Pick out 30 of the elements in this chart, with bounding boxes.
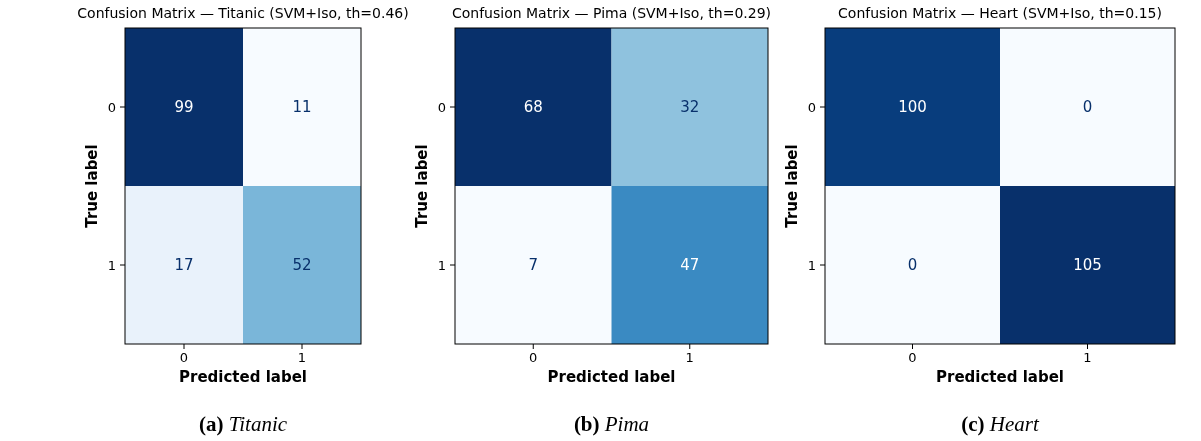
text: (c) Heart: [961, 412, 1040, 436]
chart-title: Confusion Matrix — Pima (SVM+Iso, th=0.29): [451, 5, 772, 21]
data-label: 99: [174, 98, 194, 117]
data-label: 32: [680, 98, 700, 117]
x-axis-title: Predicted label: [547, 368, 676, 386]
text: (b) Pima: [573, 412, 650, 436]
x-tick-label: 1: [685, 350, 694, 365]
y-axis-title: True label: [783, 144, 801, 228]
x-tick-label: 0: [908, 350, 917, 365]
data-label: 0: [907, 256, 918, 275]
x-axis-title: Predicted label: [179, 368, 307, 386]
data-label: 11: [292, 98, 312, 117]
x-tick-label: 1: [1083, 350, 1092, 365]
data-label: 17: [174, 256, 194, 275]
data-label: 0: [1082, 98, 1093, 117]
data-label: 47: [680, 256, 700, 275]
data-label: 7: [528, 256, 539, 275]
x-tick-label: 0: [529, 350, 538, 365]
x-tick-label: 0: [179, 350, 189, 365]
data-label: 68: [523, 98, 543, 117]
data-label: 52: [292, 256, 312, 275]
x-axis-title: Predicted label: [936, 368, 1064, 386]
x-tick-label: 1: [297, 350, 307, 365]
data-label: 105: [1073, 256, 1102, 275]
chart-title: Confusion Matrix — Titanic (SVM+Iso, th=0.46): [77, 5, 409, 21]
text: (a) Titanic: [198, 412, 288, 436]
y-axis-title: True label: [413, 144, 431, 228]
chart-title: Confusion Matrix — Heart (SVM+Iso, th=0.15): [838, 5, 1162, 21]
y-axis-title: True label: [83, 144, 101, 228]
data-label: 100: [898, 98, 927, 117]
